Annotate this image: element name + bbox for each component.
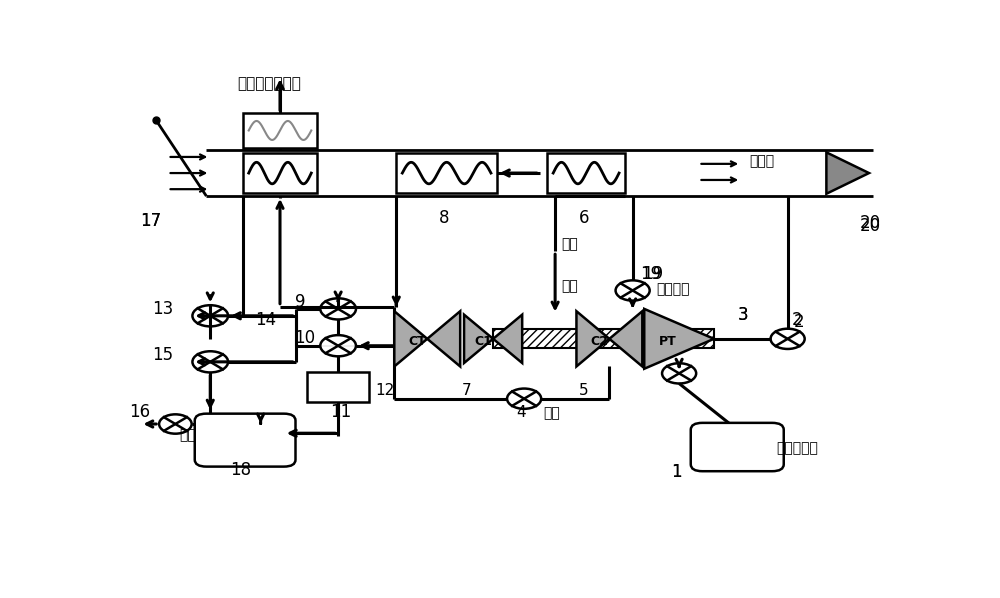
Text: 12: 12: [375, 383, 394, 398]
Text: 1: 1: [671, 463, 682, 481]
Bar: [547, 154, 625, 193]
Text: 5: 5: [578, 383, 588, 398]
Bar: [307, 372, 369, 402]
Text: 1: 1: [671, 463, 682, 481]
Polygon shape: [464, 315, 493, 363]
Text: 17: 17: [140, 212, 162, 230]
Text: C2: C2: [591, 335, 609, 348]
Text: 14: 14: [255, 311, 276, 329]
Bar: [243, 113, 317, 148]
Bar: [243, 154, 317, 193]
Polygon shape: [644, 309, 714, 369]
Text: 19: 19: [642, 265, 663, 283]
Bar: [493, 329, 714, 349]
Text: 18: 18: [230, 460, 251, 478]
FancyBboxPatch shape: [691, 423, 784, 471]
Text: 4: 4: [516, 405, 526, 420]
Polygon shape: [427, 311, 460, 367]
Text: 15: 15: [152, 346, 173, 364]
Text: 发动机引气: 发动机引气: [776, 441, 818, 456]
Text: 13: 13: [152, 300, 173, 318]
Text: 排出: 排出: [179, 428, 196, 442]
Text: 10: 10: [294, 329, 315, 347]
Text: 20: 20: [860, 216, 881, 234]
Text: 3: 3: [737, 306, 748, 324]
Text: 9: 9: [296, 292, 306, 310]
Polygon shape: [394, 311, 427, 367]
Text: 冷路: 冷路: [561, 279, 578, 294]
Text: 20: 20: [860, 214, 881, 232]
Text: 3: 3: [737, 306, 748, 324]
Text: 回风: 回风: [561, 237, 578, 251]
Text: 冷却设备载冷剂: 冷却设备载冷剂: [237, 76, 301, 91]
FancyBboxPatch shape: [195, 414, 296, 466]
Text: 11: 11: [330, 403, 352, 421]
Bar: [396, 154, 497, 193]
Text: 6: 6: [578, 209, 589, 227]
Text: 2: 2: [792, 311, 802, 329]
Polygon shape: [576, 311, 609, 367]
Text: 热路: 热路: [544, 406, 560, 420]
Text: 8: 8: [439, 209, 449, 227]
Text: 19: 19: [640, 265, 662, 283]
Text: PT: PT: [659, 335, 677, 348]
Text: 冲压空气: 冲压空气: [656, 282, 689, 296]
Text: CT: CT: [409, 335, 426, 348]
Text: 17: 17: [140, 212, 162, 230]
Text: 2: 2: [794, 313, 804, 331]
Text: C1: C1: [475, 335, 492, 348]
Polygon shape: [493, 315, 522, 363]
Polygon shape: [826, 152, 869, 194]
Text: 冷风道: 冷风道: [749, 154, 774, 168]
Polygon shape: [609, 311, 642, 367]
Text: 7: 7: [462, 383, 472, 398]
Text: 16: 16: [129, 403, 150, 421]
